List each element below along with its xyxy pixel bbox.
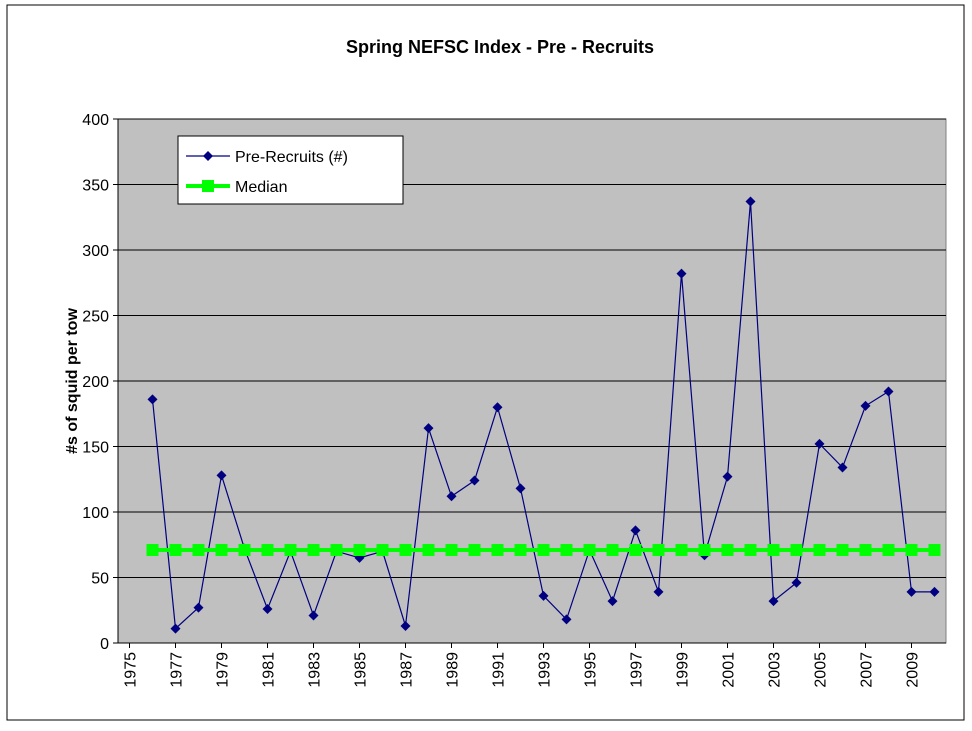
x-tick-label: 1977 xyxy=(169,652,186,688)
y-tick-label: 350 xyxy=(82,178,109,195)
point xyxy=(262,603,273,614)
x-tick-label: 1997 xyxy=(629,652,646,688)
y-axis-label: #s of squid per tow xyxy=(64,308,81,454)
chart-title: Spring NEFSC Index - Pre - Recruits xyxy=(346,37,654,57)
legend-label: Median xyxy=(235,179,287,196)
point xyxy=(630,525,641,536)
y-tick-label: 50 xyxy=(91,571,109,588)
x-tick-label: 2007 xyxy=(859,652,876,688)
point xyxy=(905,543,918,556)
point xyxy=(192,543,205,556)
point xyxy=(929,586,940,597)
point xyxy=(538,590,549,601)
legend-box xyxy=(177,135,404,205)
y-tick-label: 150 xyxy=(82,440,109,457)
point xyxy=(607,596,618,607)
point xyxy=(216,470,227,481)
point xyxy=(836,543,849,556)
point xyxy=(745,196,756,207)
x-tick-label: 1991 xyxy=(491,652,508,688)
point xyxy=(261,543,274,556)
point xyxy=(882,543,895,556)
y-tick-label: 200 xyxy=(82,374,109,391)
point xyxy=(399,543,412,556)
point xyxy=(492,402,503,413)
point xyxy=(676,268,687,279)
point xyxy=(814,438,825,449)
x-tick-label: 1995 xyxy=(583,652,600,688)
point xyxy=(446,491,457,502)
x-tick-label: 1975 xyxy=(123,652,140,688)
point xyxy=(906,586,917,597)
point xyxy=(768,596,779,607)
point xyxy=(883,386,894,397)
x-tick-label: 1999 xyxy=(675,652,692,688)
point xyxy=(606,543,619,556)
point xyxy=(193,602,204,613)
y-tick-label: 100 xyxy=(82,505,109,522)
x-tick-label: 1985 xyxy=(353,652,370,688)
point xyxy=(722,471,733,482)
x-tick-label: 1993 xyxy=(537,652,554,688)
point xyxy=(721,543,734,556)
point xyxy=(928,543,941,556)
y-tick-label: 250 xyxy=(82,309,109,326)
point xyxy=(422,543,435,556)
y-tick-label: 0 xyxy=(100,636,109,653)
point xyxy=(284,543,297,556)
point xyxy=(837,462,848,473)
point xyxy=(653,586,664,597)
point xyxy=(698,543,711,556)
x-tick-label: 2009 xyxy=(905,652,922,688)
point xyxy=(491,543,504,556)
point xyxy=(652,543,665,556)
point xyxy=(169,543,182,556)
point xyxy=(215,543,228,556)
point xyxy=(767,543,780,556)
point xyxy=(170,623,181,634)
point xyxy=(629,543,642,556)
x-tick-label: 2003 xyxy=(767,652,784,688)
point xyxy=(400,620,411,631)
point xyxy=(307,543,320,556)
point xyxy=(238,543,251,556)
point xyxy=(330,543,343,556)
point xyxy=(376,543,389,556)
point xyxy=(675,543,688,556)
legend-marker xyxy=(202,180,214,192)
y-tick-label: 300 xyxy=(82,243,109,260)
x-tick-label: 1989 xyxy=(445,652,462,688)
point xyxy=(560,543,573,556)
point xyxy=(813,543,826,556)
point xyxy=(514,543,527,556)
point xyxy=(468,543,481,556)
point xyxy=(146,543,159,556)
point xyxy=(561,614,572,625)
point xyxy=(308,610,319,621)
x-tick-label: 1981 xyxy=(261,652,278,688)
x-tick-label: 1987 xyxy=(399,652,416,688)
point xyxy=(859,543,872,556)
point xyxy=(445,543,458,556)
x-tick-label: 2001 xyxy=(721,652,738,688)
point xyxy=(423,423,434,434)
point xyxy=(583,543,596,556)
point xyxy=(860,400,871,411)
y-tick-label: 400 xyxy=(82,112,109,129)
x-tick-label: 2005 xyxy=(813,652,830,688)
x-tick-label: 1983 xyxy=(307,652,324,688)
point xyxy=(537,543,550,556)
point xyxy=(147,394,158,405)
point xyxy=(790,543,803,556)
point xyxy=(744,543,757,556)
point xyxy=(791,577,802,588)
point xyxy=(469,475,480,486)
legend-label: Pre-Recruits (#) xyxy=(235,149,348,166)
point xyxy=(515,483,526,494)
legend-marker xyxy=(203,151,213,161)
point xyxy=(353,543,366,556)
x-tick-label: 1979 xyxy=(215,652,232,688)
